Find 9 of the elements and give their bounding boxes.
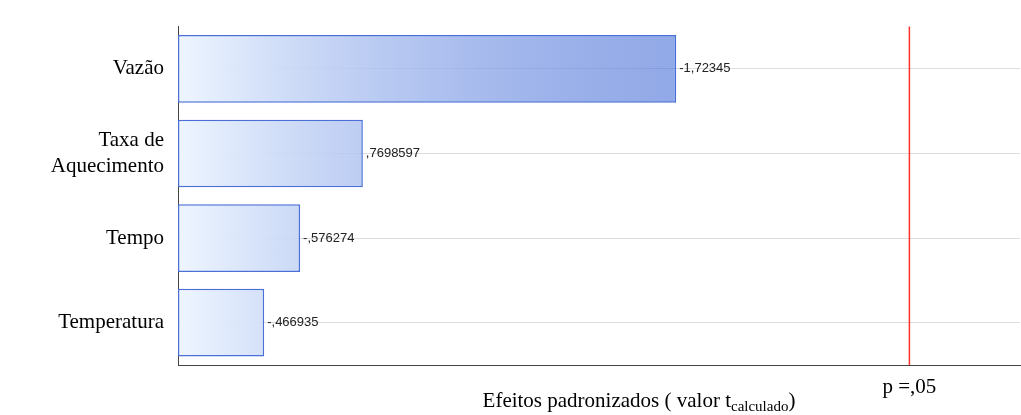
y-tick-label: Vazão bbox=[112, 55, 164, 80]
y-tick-label: Taxa de Aquecimento bbox=[50, 127, 164, 177]
annotation: -,576274 bbox=[303, 229, 355, 245]
y-tick-label: Temperatura bbox=[58, 309, 165, 334]
annotation: -1,72345 bbox=[679, 60, 731, 76]
y-tick-label: Tempo bbox=[105, 224, 164, 249]
annotation: -,466935 bbox=[267, 314, 319, 330]
ref-line-label: p =,05 bbox=[882, 374, 937, 399]
annotation: ,7698597 bbox=[365, 145, 421, 161]
